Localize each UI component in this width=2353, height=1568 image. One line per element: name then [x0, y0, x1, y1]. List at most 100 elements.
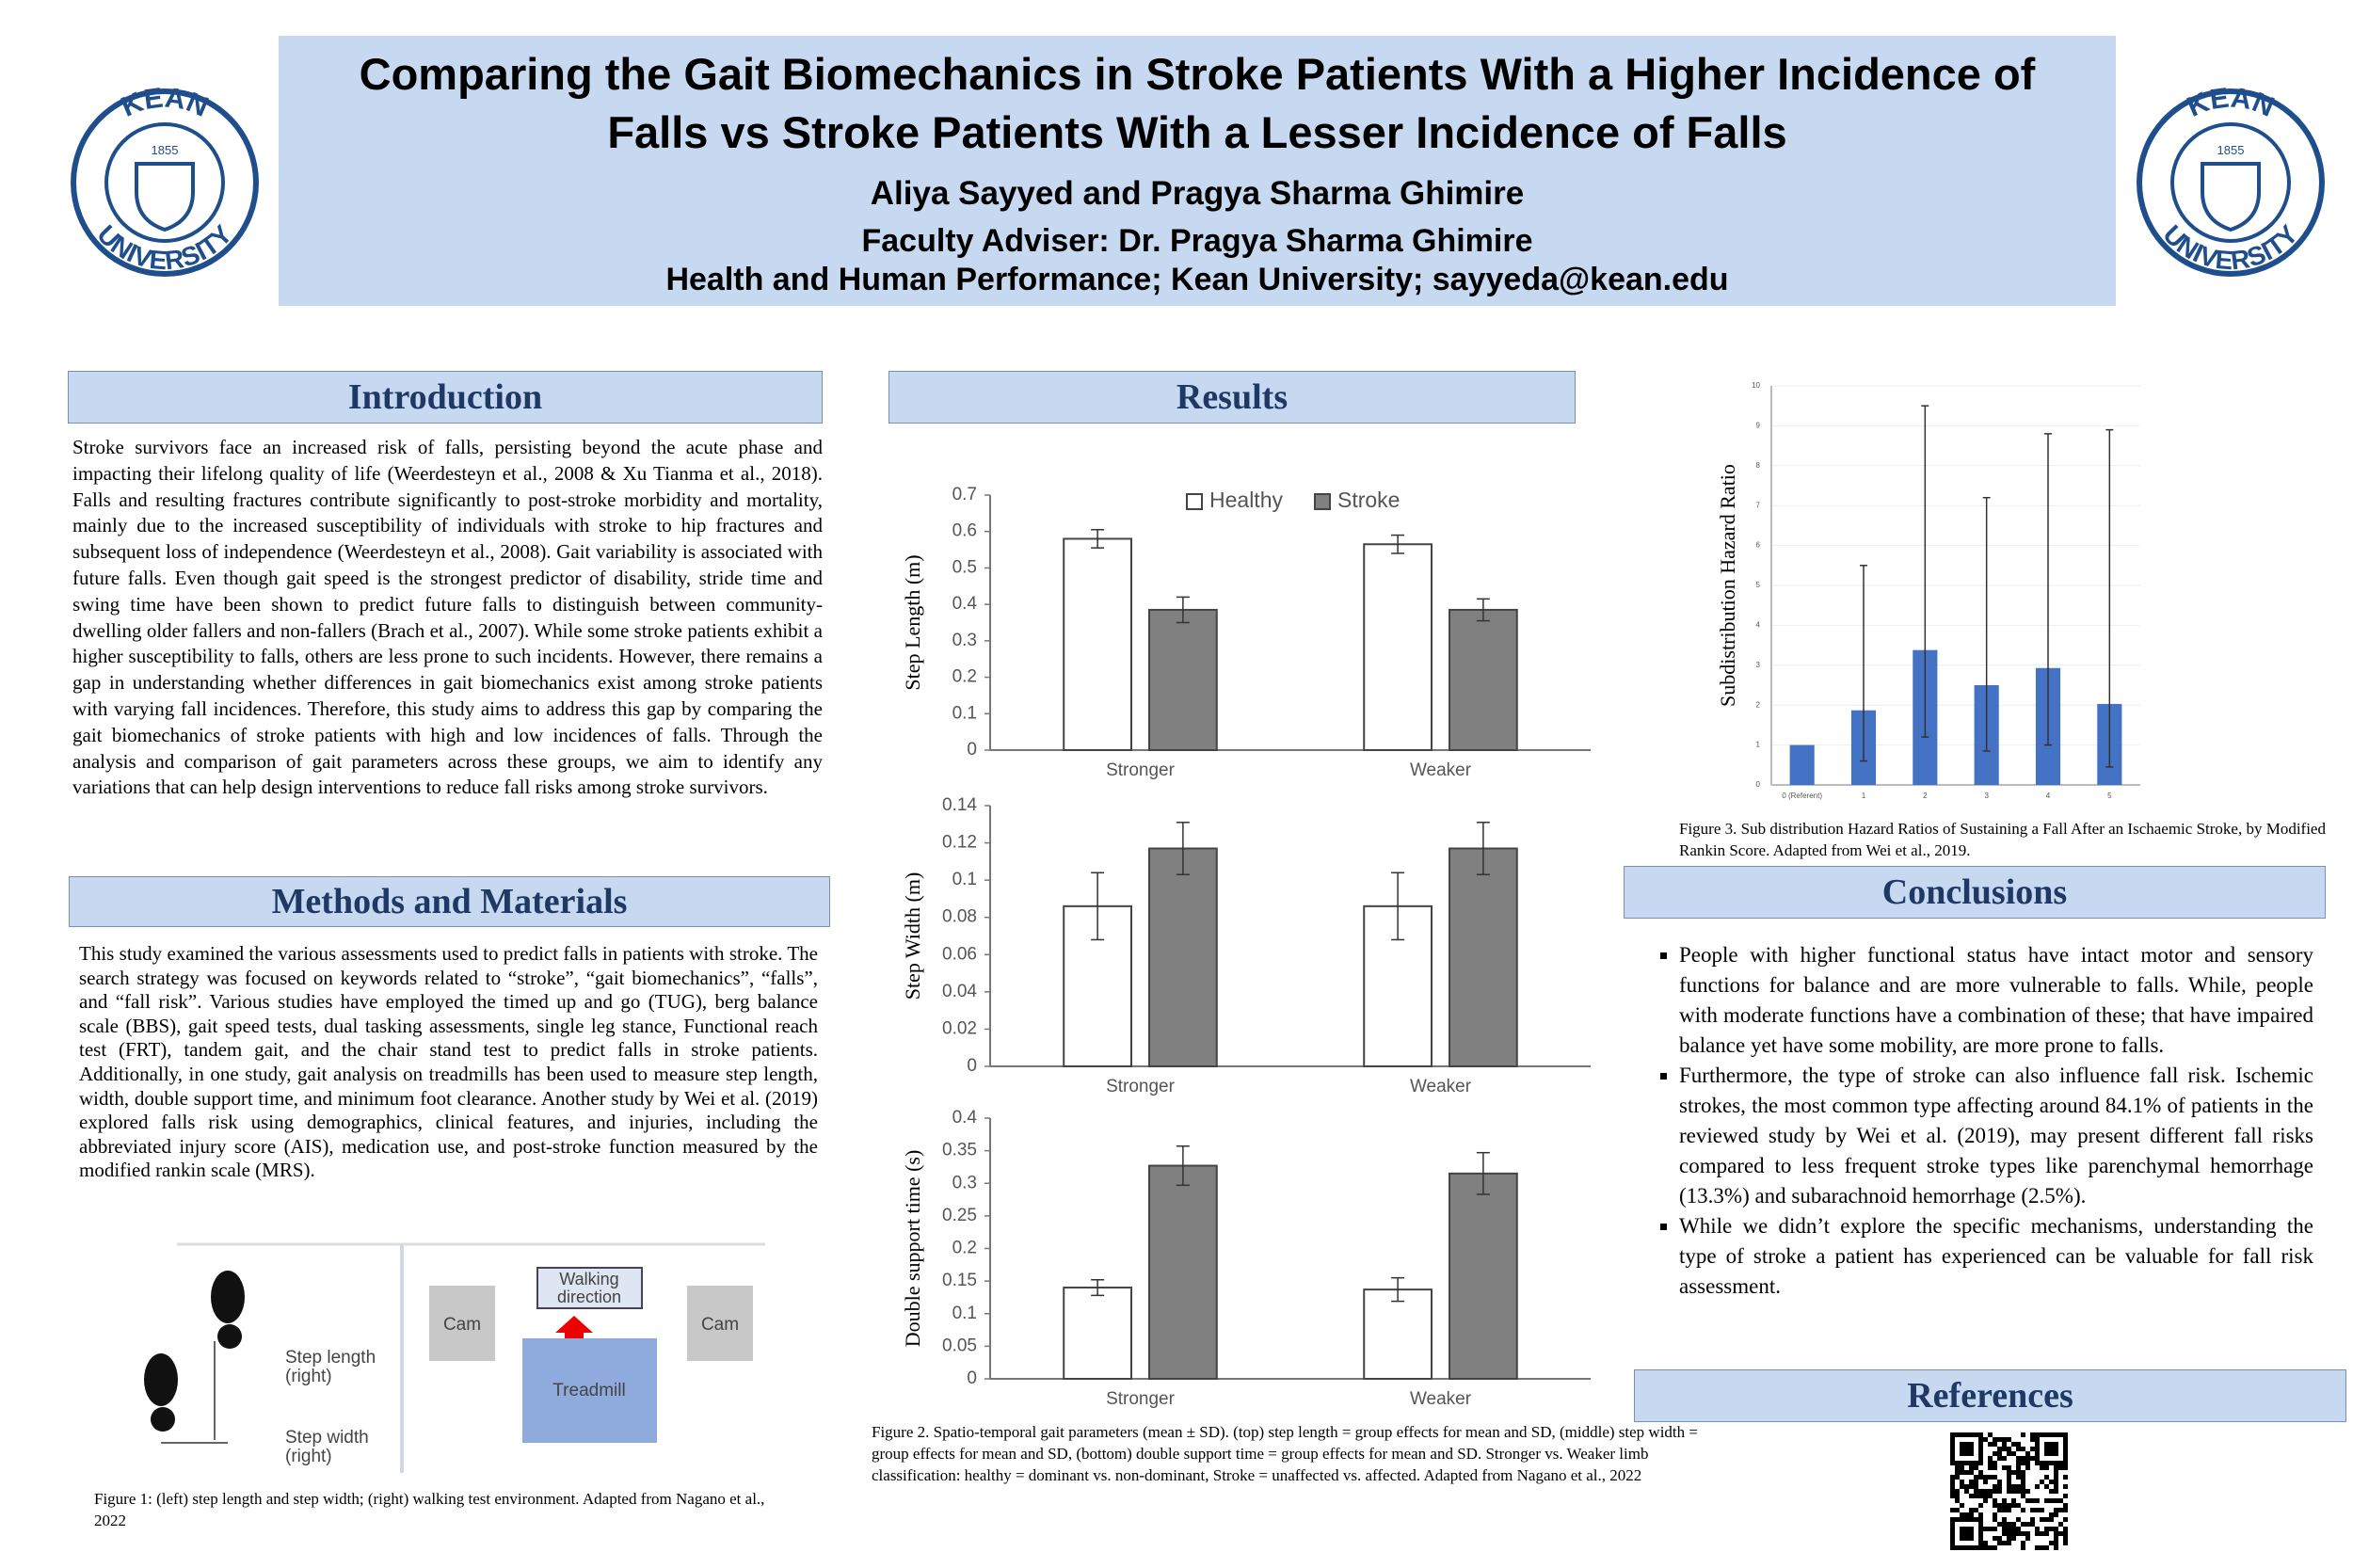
legend-label: Stroke [1337, 488, 1400, 512]
qr-module [2030, 1498, 2035, 1503]
qr-module [1997, 1437, 2002, 1442]
qr-module [2058, 1432, 2063, 1437]
qr-module [1974, 1545, 1978, 1550]
qr-module [2044, 1461, 2049, 1465]
qr-module [2011, 1536, 2016, 1541]
qr-module [2040, 1517, 2044, 1522]
qr-module [1964, 1489, 1969, 1494]
logo-ring [71, 88, 259, 277]
qr-module [1960, 1451, 1964, 1456]
qr-module [2007, 1437, 2011, 1442]
qr-module [2063, 1475, 2068, 1480]
qr-module [1950, 1494, 1955, 1498]
x-tick-label: Weaker [1410, 760, 1472, 780]
qr-module [2025, 1456, 2030, 1461]
qr-module [2002, 1498, 2007, 1503]
qr-module [2007, 1451, 2011, 1456]
qr-module [2035, 1545, 2040, 1550]
qr-module [1955, 1494, 1960, 1498]
qr-module [2049, 1489, 2054, 1494]
qr-module [1993, 1503, 1997, 1508]
qr-module [2054, 1508, 2058, 1512]
qr-module [2054, 1447, 2058, 1451]
qr-module [1978, 1451, 1983, 1456]
qr-module [2016, 1527, 2021, 1531]
qr-module [2044, 1484, 2049, 1489]
qr-module [1969, 1484, 1974, 1489]
qr-module [1960, 1531, 1964, 1536]
qr-module [2007, 1527, 2011, 1531]
qr-module [1960, 1503, 1964, 1508]
qr-module [1964, 1536, 1969, 1541]
y-tick-label: 3 [1756, 661, 1761, 669]
qr-module [1978, 1447, 1983, 1451]
qr-module [2002, 1517, 2007, 1522]
qr-module [1993, 1517, 1997, 1522]
qr-module [2025, 1531, 2030, 1536]
qr-module [1950, 1456, 1955, 1461]
y-tick-label: 0.3 [952, 631, 977, 650]
qr-module [2054, 1442, 2058, 1447]
y-tick-label: 7 [1756, 501, 1761, 509]
qr-module [1969, 1545, 1974, 1550]
qr-module [2044, 1447, 2049, 1451]
qr-module [2063, 1447, 2068, 1451]
qr-module [1978, 1517, 1983, 1522]
conclusion-item: While we didn’t explore the specific mec… [1679, 1211, 2313, 1302]
qr-module [1988, 1465, 1993, 1470]
qr-module [2058, 1465, 2063, 1470]
qr-module [1950, 1437, 1955, 1442]
qr-module [1978, 1531, 1983, 1536]
qr-module [2030, 1456, 2035, 1461]
figure-caption: Figure 3. Sub distribution Hazard Ratios… [1679, 820, 2326, 859]
legend-label: Healthy [1209, 488, 1283, 512]
qr-module [1988, 1456, 1993, 1461]
qr-module [1950, 1475, 1955, 1480]
qr-module [2011, 1503, 2016, 1508]
y-tick-label: 0.1 [952, 1304, 977, 1323]
qr-module [1960, 1442, 1964, 1447]
qr-module [1978, 1432, 1983, 1437]
qr-module [2016, 1465, 2021, 1470]
logo-ring [2170, 122, 2291, 243]
qr-module [1993, 1545, 1997, 1550]
qr-module [1974, 1484, 1978, 1489]
qr-module [1978, 1470, 1983, 1475]
y-tick-label: 6 [1756, 541, 1761, 550]
y-tick-label: 0.6 [952, 521, 977, 541]
qr-module [1960, 1545, 1964, 1550]
x-tick-label: Stronger [1106, 1077, 1176, 1096]
qr-module [2002, 1465, 2007, 1470]
qr-module [1969, 1447, 1974, 1451]
logo-year: 1855 [152, 143, 179, 157]
x-tick-label: Stronger [1106, 1389, 1176, 1409]
bar [1449, 1172, 1518, 1381]
qr-module [2054, 1531, 2058, 1536]
logo-crest [135, 162, 195, 232]
qr-module [2011, 1531, 2016, 1536]
qr-module [2002, 1508, 2007, 1512]
qr-module [1993, 1475, 1997, 1480]
qr-module [1960, 1527, 1964, 1531]
x-tick-label: 4 [2046, 792, 2051, 800]
qr-module [1950, 1484, 1955, 1489]
qr-module [2016, 1531, 2021, 1536]
qr-module [1960, 1480, 1964, 1484]
qr-module [1983, 1541, 1988, 1545]
qr-module [2063, 1508, 2068, 1512]
qr-module [1983, 1489, 1988, 1494]
qr-module [1964, 1545, 1969, 1550]
y-tick-label: 0.2 [952, 1239, 977, 1258]
qr-module [1997, 1484, 2002, 1489]
y-tick-label: 0.15 [942, 1271, 977, 1290]
footprint [211, 1271, 245, 1323]
qr-module [1993, 1442, 1997, 1447]
qr-module [2030, 1517, 2035, 1522]
qr-module [1993, 1512, 1997, 1517]
qr-module [1997, 1536, 2002, 1541]
qr-module [2035, 1432, 2040, 1437]
qr-module [2058, 1531, 2063, 1536]
qr-module [1964, 1484, 1969, 1489]
figure-1: Step length(right)Step width(right)Cam Ca… [144, 1242, 765, 1473]
qr-module [1955, 1470, 1960, 1475]
